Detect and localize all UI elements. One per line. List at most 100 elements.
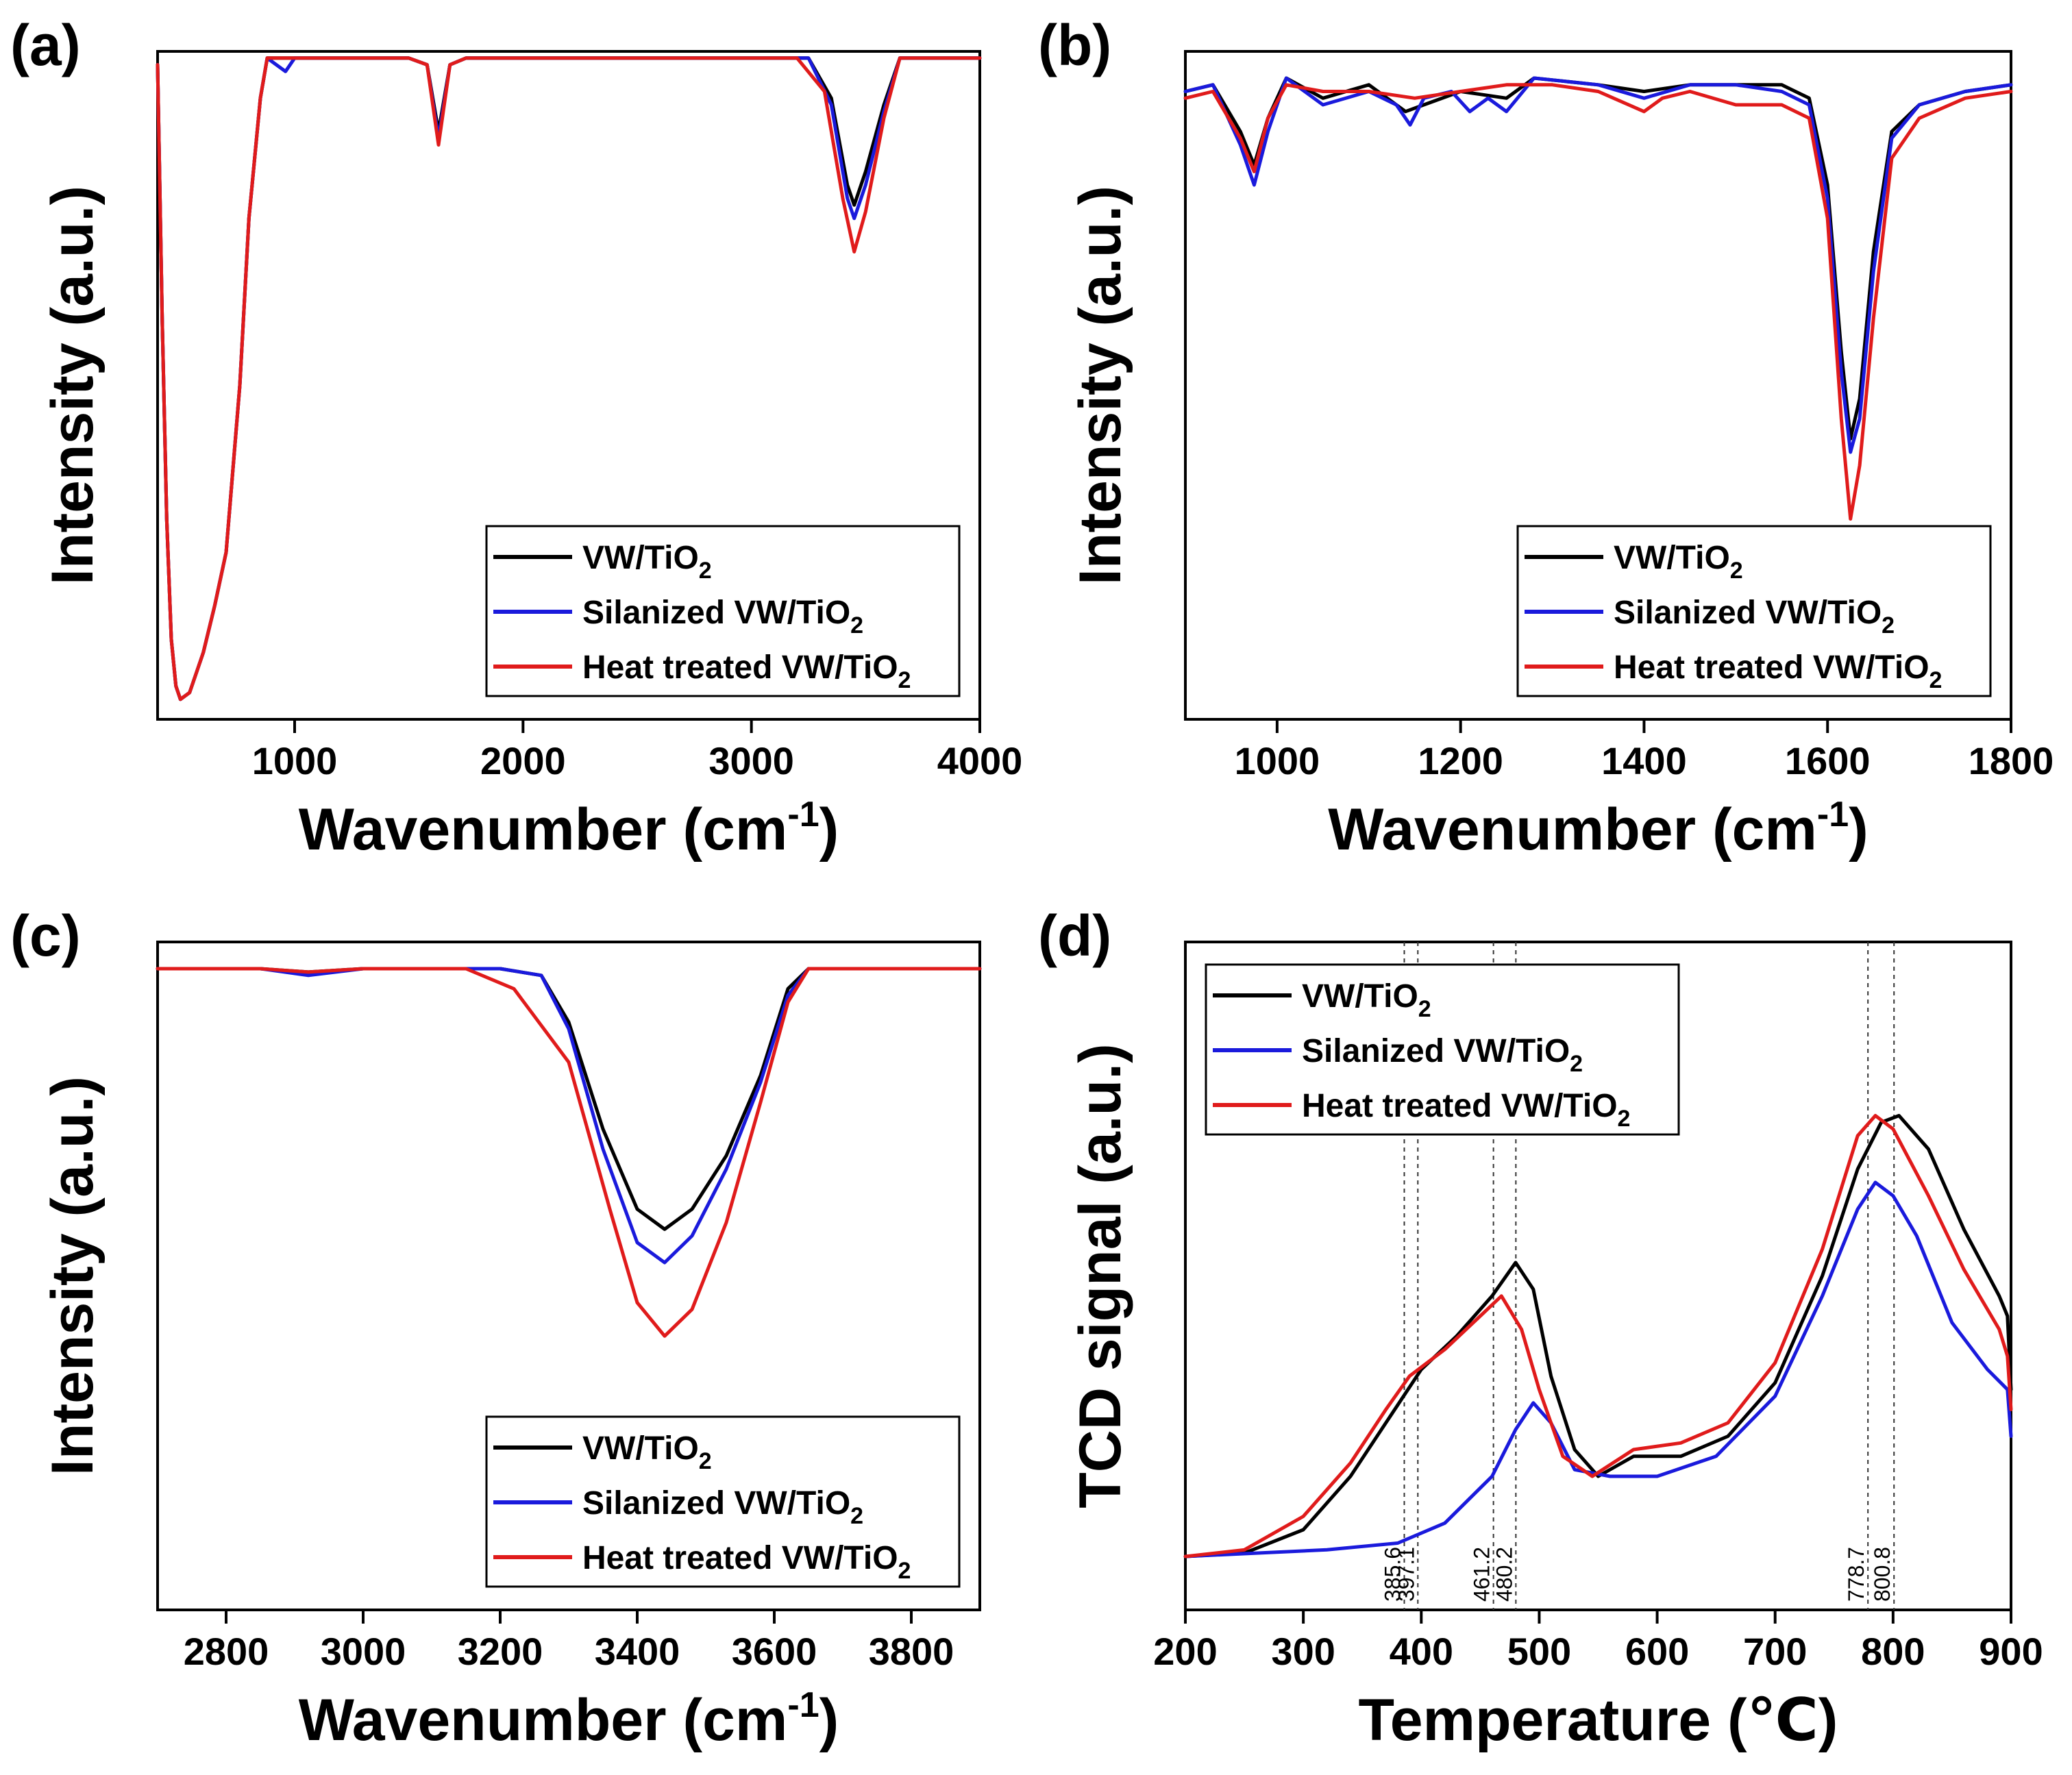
x-tick-label: 200 xyxy=(1153,1630,1217,1673)
legend-entry-subscript: 2 xyxy=(1929,667,1943,693)
x-tick-label: 3000 xyxy=(708,739,794,782)
x-tick-label: 2800 xyxy=(184,1630,269,1673)
series-line-0 xyxy=(1183,76,2013,440)
series-line-1 xyxy=(1183,1180,2013,1559)
x-tick-label: 900 xyxy=(1979,1630,2043,1673)
legend-entry: Silanized VW/TiO2 xyxy=(1302,1033,1583,1077)
x-tick-label: 400 xyxy=(1390,1630,1453,1673)
series-line-2 xyxy=(156,967,982,1338)
series-line-2 xyxy=(156,56,982,702)
x-tick-label: 3000 xyxy=(321,1630,406,1673)
plot-frame xyxy=(156,50,981,721)
x-axis-title: Wavenumber (cm-1) xyxy=(1328,795,1869,862)
x-tick-label: 1400 xyxy=(1601,739,1687,782)
x-axis-title-sup: -1 xyxy=(787,795,819,834)
series-line-0 xyxy=(1183,1114,2013,1559)
panel-label: (c) xyxy=(10,904,81,968)
x-tick-label: 3800 xyxy=(869,1630,954,1673)
peak-label: 461.2 xyxy=(1470,1547,1494,1602)
peak-label: 385.6 xyxy=(1380,1547,1405,1602)
x-axis-title: Wavenumber (cm-1) xyxy=(299,1685,839,1753)
legend-entry: Silanized VW/TiO2 xyxy=(1614,595,1895,638)
y-axis-title: Intensity (a.u.) xyxy=(1068,186,1133,585)
legend-entry-name: Heat treated VW/TiO xyxy=(1614,649,1929,686)
x-tick-label: 3200 xyxy=(458,1630,543,1673)
x-axis-title: Wavenumber (cm-1) xyxy=(299,795,839,862)
series-line-0 xyxy=(156,967,982,1231)
legend-entry-name: Heat treated VW/TiO xyxy=(582,649,898,686)
chart-panel-2: (c) 2800 3000 3200 3400 3600 3800 Wavenumber (c… xyxy=(10,904,982,1753)
legend-entry: VW/TiO2 xyxy=(1302,978,1431,1022)
peak-label: 778.7 xyxy=(1844,1547,1869,1602)
x-axis-title-text: Wavenumber (cm xyxy=(299,797,788,862)
x-tick-label: 3400 xyxy=(595,1630,680,1673)
legend-entry-subscript: 2 xyxy=(1418,996,1431,1022)
x-axis-title-tail: ) xyxy=(1849,797,1869,862)
x-axis-title-text: Wavenumber (cm xyxy=(1328,797,1817,862)
legend-entry: Heat treated VW/TiO2 xyxy=(1614,649,1942,693)
chart-panel-0: (a) 1000 2000 3000 4000 Wavenumber (cm-1) Inte… xyxy=(10,13,1022,862)
plot-frame xyxy=(1184,50,2012,721)
legend-entry-subscript: 2 xyxy=(1730,558,1743,584)
legend-entry-name: Silanized VW/TiO xyxy=(582,1485,850,1522)
legend-entry: Silanized VW/TiO2 xyxy=(582,595,863,638)
plot-frame xyxy=(156,941,981,1611)
peak-label: 480.2 xyxy=(1492,1547,1516,1602)
legend-entry-name: Heat treated VW/TiO xyxy=(582,1540,898,1576)
x-tick-label: 800 xyxy=(1861,1630,1925,1673)
chart-panel-1: (b) 1000 1200 1400 1600 1800 Wavenumber (cm-1)… xyxy=(1038,13,2054,862)
legend-entry-name: Heat treated VW/TiO xyxy=(1302,1088,1618,1124)
x-tick-label: 2000 xyxy=(480,739,566,782)
legend-entry-subscript: 2 xyxy=(898,1558,911,1584)
series-line-2 xyxy=(1183,1114,2013,1559)
panel-label: (d) xyxy=(1038,904,1111,968)
y-axis-title: Intensity (a.u.) xyxy=(40,1076,106,1476)
x-tick-label: 300 xyxy=(1271,1630,1335,1673)
x-tick-label: 500 xyxy=(1507,1630,1571,1673)
x-axis-title-text: Temperature (℃) xyxy=(1359,1687,1838,1753)
x-tick-label: 1200 xyxy=(1418,739,1503,782)
legend-entry-subscript: 2 xyxy=(699,558,712,584)
legend-entry-subscript: 2 xyxy=(1618,1106,1631,1132)
y-axis-title: TCD signal (a.u.) xyxy=(1068,1043,1133,1508)
x-axis-title-tail: ) xyxy=(819,1687,839,1753)
legend-entry: Heat treated VW/TiO2 xyxy=(582,1540,911,1584)
legend-entry-name: Silanized VW/TiO xyxy=(1614,595,1882,631)
x-tick-label: 3600 xyxy=(732,1630,817,1673)
x-tick-label: 700 xyxy=(1743,1630,1807,1673)
x-tick-label: 600 xyxy=(1625,1630,1689,1673)
legend-entry-subscript: 2 xyxy=(1570,1051,1583,1077)
legend-entry-name: VW/TiO xyxy=(1614,540,1730,576)
x-axis-title: Temperature (℃) xyxy=(1359,1687,1838,1753)
x-axis-title-tail: ) xyxy=(819,797,839,862)
y-axis-title: Intensity (a.u.) xyxy=(40,186,106,585)
legend-entry-name: Silanized VW/TiO xyxy=(582,595,850,631)
peak-label: 397.1 xyxy=(1394,1547,1418,1602)
x-tick-label: 1000 xyxy=(1235,739,1320,782)
peak-label: 800.8 xyxy=(1870,1547,1895,1602)
panel-label: (a) xyxy=(10,13,81,77)
legend-entry: VW/TiO2 xyxy=(582,540,712,584)
legend-entry-subscript: 2 xyxy=(699,1448,712,1474)
legend-entry: VW/TiO2 xyxy=(1614,540,1743,584)
legend-entry-subscript: 2 xyxy=(850,1503,863,1529)
x-tick-label: 1000 xyxy=(252,739,338,782)
series-line-1 xyxy=(1183,76,2013,454)
x-axis-title-sup: -1 xyxy=(787,1685,819,1725)
legend-entry: Heat treated VW/TiO2 xyxy=(1302,1088,1630,1132)
x-tick-label: 1600 xyxy=(1785,739,1871,782)
legend-entry-subscript: 2 xyxy=(898,667,911,693)
panel-label: (b) xyxy=(1038,13,1111,77)
legend-entry: Silanized VW/TiO2 xyxy=(582,1485,863,1529)
legend-entry-subscript: 2 xyxy=(850,612,863,638)
legend-entry: Heat treated VW/TiO2 xyxy=(582,649,911,693)
series-line-1 xyxy=(156,967,982,1265)
legend-entry-name: VW/TiO xyxy=(1302,978,1418,1015)
legend-entry-name: VW/TiO xyxy=(582,1430,699,1467)
x-tick-label: 1800 xyxy=(1969,739,2054,782)
